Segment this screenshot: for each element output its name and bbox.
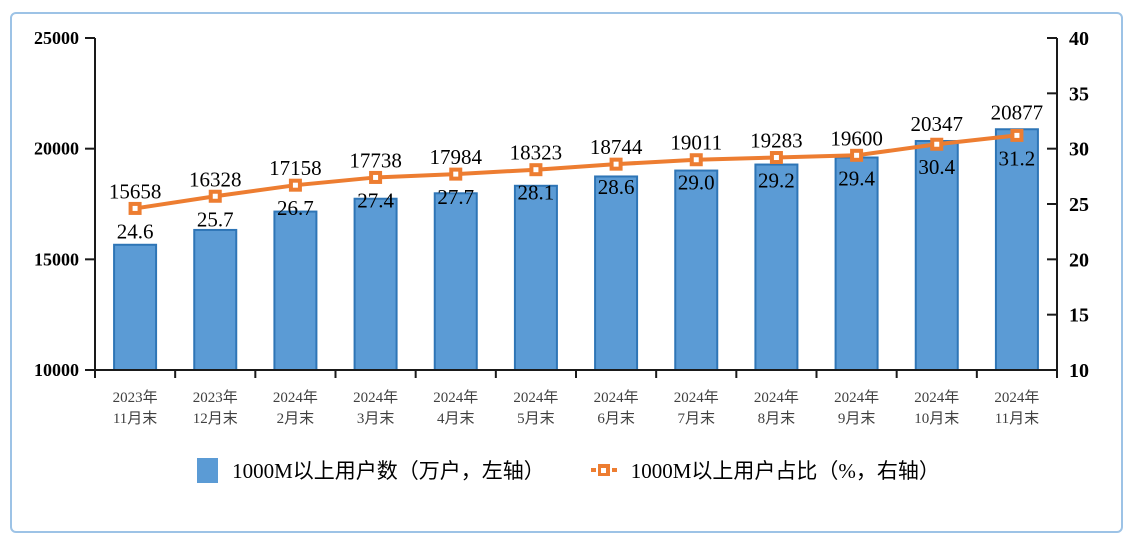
bar-value-label: 19011	[670, 131, 722, 155]
axis-tick-label: 15000	[34, 249, 79, 269]
x-axis-label: 8月末	[758, 410, 796, 427]
x-axis-label: 2023年	[113, 389, 158, 406]
line-series-swatch	[590, 464, 617, 476]
line-marker-center	[453, 171, 459, 177]
bar-value-label: 16328	[189, 167, 242, 191]
axis-tick-label: 10000	[34, 360, 79, 380]
bar	[914, 139, 959, 371]
line-marker-center	[693, 157, 699, 163]
bar-value-label: 17984	[430, 145, 483, 169]
line-marker-center	[533, 167, 539, 173]
line-series	[134, 133, 1018, 211]
line-square-marker-icon	[597, 464, 610, 476]
line-value-label: 31.2	[999, 146, 1036, 170]
x-axis-label: 2024年	[513, 389, 558, 406]
bar	[674, 169, 719, 371]
bar	[113, 243, 158, 372]
bar	[193, 228, 238, 371]
bar-series-swatch	[197, 457, 219, 483]
x-axis-label: 12月末	[193, 410, 238, 427]
line-value-label: 27.4	[357, 188, 394, 212]
axis-tick-label: 35	[1069, 83, 1089, 105]
legend-label-bar-series: 1000M以上用户数（万户，左轴）	[232, 459, 545, 483]
line-value-label: 28.6	[598, 175, 635, 199]
bar-value-label: 19283	[750, 129, 803, 153]
bar-value-label: 20347	[911, 112, 964, 136]
bar	[353, 197, 398, 371]
axis-tick-label: 20	[1069, 249, 1089, 271]
legend-label-line-series: 1000M以上用户占比（%，右轴）	[630, 459, 940, 483]
legend-item-bar-series: 1000M以上用户数（万户，左轴）	[197, 455, 545, 485]
x-axis-label: 3月末	[357, 410, 395, 427]
bar-value-label: 17738	[349, 148, 402, 172]
bar-value-label: 15658	[109, 179, 162, 203]
line-value-label: 29.4	[838, 166, 875, 190]
line-marker-center	[373, 174, 379, 180]
line-value-label: 28.1	[518, 181, 555, 205]
x-axis-label: 2024年	[433, 389, 478, 406]
bar-value-label: 18744	[590, 135, 643, 159]
bar	[433, 192, 478, 371]
line-value-label: 24.6	[117, 219, 154, 243]
x-axis-label: 9月末	[838, 410, 876, 427]
bar	[834, 156, 879, 371]
line-value-label: 25.7	[197, 207, 234, 231]
axis-tick-label: 10	[1069, 360, 1089, 382]
line-dash-icon	[611, 468, 617, 472]
x-axis-label: 11月末	[995, 410, 1039, 427]
x-axis-label: 2024年	[353, 389, 398, 406]
x-axis-label: 6月末	[597, 410, 635, 427]
x-axis-label: 11月末	[113, 410, 157, 427]
x-axis-label: 2024年	[674, 389, 719, 406]
line-value-label: 29.0	[678, 171, 715, 195]
line-marker-center	[1014, 132, 1020, 138]
x-axis-label: 2024年	[834, 389, 879, 406]
x-axis-label: 7月末	[677, 410, 715, 427]
x-axis-label: 2024年	[594, 389, 639, 406]
x-axis-label: 2024年	[754, 389, 799, 406]
line-marker-center	[132, 205, 138, 211]
bar	[513, 184, 558, 371]
axis-tick-label: 25000	[34, 28, 79, 48]
line-marker-center	[773, 155, 779, 161]
x-axis-label: 4月末	[437, 410, 475, 427]
x-axis-label: 5月末	[517, 410, 555, 427]
x-axis-label: 2024年	[914, 389, 959, 406]
line-marker-center	[292, 182, 298, 188]
bar-value-label: 19600	[830, 126, 883, 150]
bar	[754, 163, 799, 371]
x-axis-label: 2023年	[193, 389, 238, 406]
axis-tick-label: 25	[1069, 194, 1089, 216]
x-axis-label: 2月末	[277, 410, 315, 427]
line-marker-center	[212, 193, 218, 199]
axis-tick-label: 15	[1069, 305, 1089, 327]
line-value-label: 27.7	[437, 185, 474, 209]
line-marker-center	[854, 152, 860, 158]
bar-value-label: 17158	[269, 156, 322, 180]
bar	[594, 175, 639, 371]
line-marker-center	[613, 161, 619, 167]
x-axis-label: 2024年	[273, 389, 318, 406]
axis-tick-label: 20000	[34, 139, 79, 159]
line-value-label: 26.7	[277, 196, 314, 220]
x-axis-label: 10月末	[914, 410, 959, 427]
line-value-label: 30.4	[918, 155, 955, 179]
line-dash-icon	[590, 468, 596, 472]
bar	[273, 210, 318, 371]
legend-item-line-series: 1000M以上用户占比（%，右轴）	[590, 455, 940, 485]
line-marker-center	[934, 141, 940, 147]
bar-value-label: 18323	[510, 141, 563, 165]
line-value-label: 29.2	[758, 169, 795, 193]
bar-value-label: 20877	[991, 100, 1044, 124]
axis-tick-label: 40	[1069, 28, 1089, 50]
legend: 1000M以上用户数（万户，左轴） 1000M以上用户占比（%，右轴）	[0, 448, 1137, 492]
x-axis-label: 2024年	[994, 389, 1039, 406]
axis-tick-label: 30	[1069, 139, 1089, 161]
